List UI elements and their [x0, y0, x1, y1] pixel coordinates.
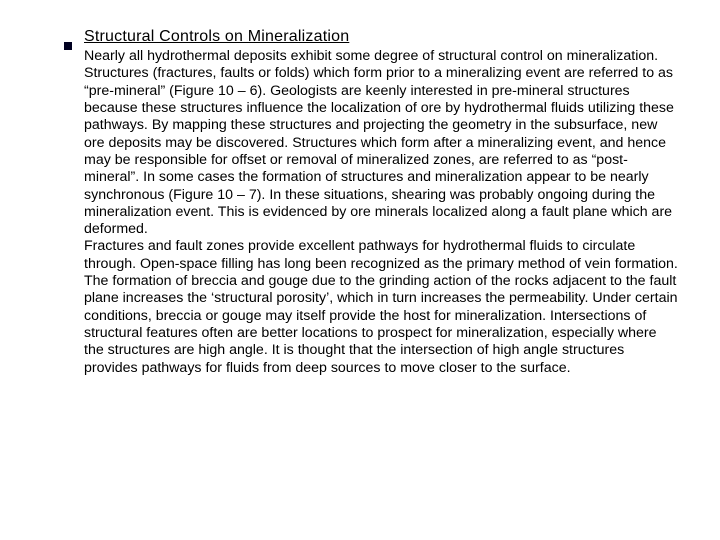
section-heading: Structural Controls on Mineralization	[84, 28, 680, 46]
body-text: Nearly all hydrothermal deposits exhibit…	[84, 48, 680, 377]
paragraph-2: Fractures and fault zones provide excell…	[84, 238, 680, 377]
bullet-square	[64, 42, 72, 50]
document-page: Structural Controls on Mineralization Ne…	[0, 0, 720, 540]
paragraph-1: Nearly all hydrothermal deposits exhibit…	[84, 48, 680, 238]
